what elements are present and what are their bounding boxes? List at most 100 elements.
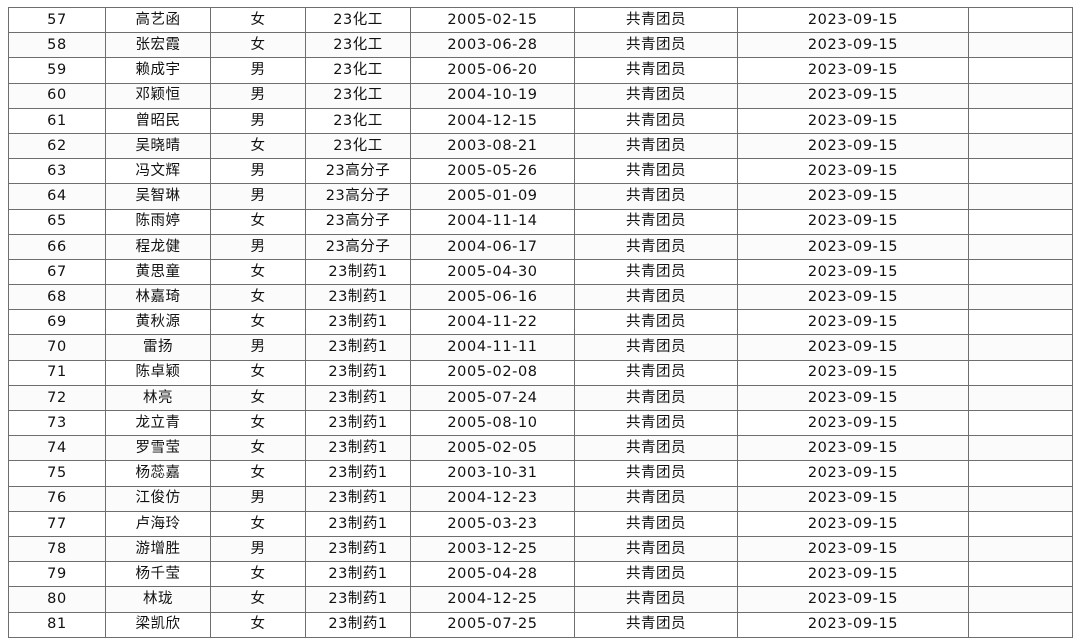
- cell-sequence-number[interactable]: 64: [8, 183, 106, 210]
- cell-birth-date[interactable]: 2004-11-14: [410, 208, 575, 235]
- cell-student-name[interactable]: 高艺函: [105, 6, 211, 34]
- cell-remarks[interactable]: [968, 233, 1073, 260]
- cell-sequence-number[interactable]: 72: [8, 384, 106, 412]
- cell-remarks[interactable]: [968, 57, 1073, 84]
- cell-sequence-number[interactable]: 69: [8, 309, 106, 336]
- table-row[interactable]: 69 黄秋源女 23制药1 2004-11-22 共青团员 2023-09-15: [8, 309, 1073, 336]
- cell-birth-date[interactable]: 2005-02-15: [410, 6, 575, 34]
- cell-gender[interactable]: 女: [210, 510, 306, 537]
- table-row[interactable]: 68 林嘉琦女 23制药1 2005-06-16 共青团员 2023-09-15: [8, 284, 1073, 311]
- table-row[interactable]: 72 林亮女 23制药1 2005-07-24 共青团员 2023-09-15: [8, 384, 1073, 412]
- cell-political-status[interactable]: 共青团员: [574, 57, 738, 84]
- cell-political-status[interactable]: 共青团员: [574, 384, 738, 412]
- cell-gender[interactable]: 男: [210, 158, 306, 185]
- cell-student-name[interactable]: 杨千莹: [105, 561, 211, 588]
- table-row[interactable]: 63 冯文辉男 23高分子 2005-05-26 共青团员 2023-09-15: [8, 158, 1073, 185]
- cell-birth-date[interactable]: 2004-12-15: [410, 107, 575, 134]
- cell-join-date[interactable]: 2023-09-15: [737, 309, 969, 336]
- cell-remarks[interactable]: [968, 485, 1073, 512]
- cell-class[interactable]: 23制药1: [305, 384, 411, 412]
- cell-birth-date[interactable]: 2003-12-25: [410, 535, 575, 563]
- cell-sequence-number[interactable]: 58: [8, 32, 106, 59]
- cell-remarks[interactable]: [968, 409, 1073, 437]
- cell-political-status[interactable]: 共青团员: [574, 233, 738, 260]
- cell-political-status[interactable]: 共青团员: [574, 485, 738, 512]
- cell-birth-date[interactable]: 2003-08-21: [410, 132, 575, 160]
- cell-political-status[interactable]: 共青团员: [574, 586, 738, 613]
- cell-gender[interactable]: 女: [210, 284, 306, 311]
- cell-remarks[interactable]: [968, 334, 1073, 361]
- cell-birth-date[interactable]: 2004-12-25: [410, 586, 575, 613]
- cell-class[interactable]: 23化工: [305, 107, 411, 134]
- cell-gender[interactable]: 女: [210, 309, 306, 336]
- cell-join-date[interactable]: 2023-09-15: [737, 359, 969, 386]
- cell-birth-date[interactable]: 2005-08-10: [410, 409, 575, 437]
- cell-join-date[interactable]: 2023-09-15: [737, 208, 969, 235]
- cell-gender[interactable]: 女: [210, 208, 306, 235]
- cell-gender[interactable]: 男: [210, 334, 306, 361]
- table-row[interactable]: 65 陈雨婷女 23高分子 2004-11-14 共青团员 2023-09-15: [8, 208, 1073, 235]
- cell-political-status[interactable]: 共青团员: [574, 132, 738, 160]
- cell-remarks[interactable]: [968, 586, 1073, 613]
- cell-join-date[interactable]: 2023-09-15: [737, 561, 969, 588]
- cell-remarks[interactable]: [968, 510, 1073, 537]
- cell-sequence-number[interactable]: 71: [8, 359, 106, 386]
- cell-class[interactable]: 23制药1: [305, 284, 411, 311]
- cell-gender[interactable]: 男: [210, 57, 306, 84]
- cell-class[interactable]: 23制药1: [305, 561, 411, 588]
- table-row[interactable]: 80 林珑女 23制药1 2004-12-25 共青团员 2023-09-15: [8, 586, 1073, 613]
- cell-class[interactable]: 23制药1: [305, 586, 411, 613]
- cell-class[interactable]: 23高分子: [305, 233, 411, 260]
- cell-join-date[interactable]: 2023-09-15: [737, 158, 969, 185]
- cell-political-status[interactable]: 共青团员: [574, 359, 738, 386]
- cell-birth-date[interactable]: 2005-06-16: [410, 284, 575, 311]
- cell-sequence-number[interactable]: 63: [8, 158, 106, 185]
- cell-join-date[interactable]: 2023-09-15: [737, 32, 969, 59]
- cell-birth-date[interactable]: 2005-04-30: [410, 258, 575, 286]
- cell-student-name[interactable]: 程龙健: [105, 233, 211, 260]
- table-row[interactable]: 64 吴智琳男 23高分子 2005-01-09 共青团员 2023-09-15: [8, 183, 1073, 210]
- table-row[interactable]: 76 江俊仿男 23制药1 2004-12-23 共青团员 2023-09-15: [8, 485, 1073, 512]
- cell-remarks[interactable]: [968, 82, 1073, 109]
- cell-political-status[interactable]: 共青团员: [574, 208, 738, 235]
- cell-class[interactable]: 23制药1: [305, 510, 411, 537]
- cell-gender[interactable]: 男: [210, 107, 306, 134]
- cell-birth-date[interactable]: 2004-11-22: [410, 309, 575, 336]
- cell-class[interactable]: 23制药1: [305, 460, 411, 487]
- cell-remarks[interactable]: [968, 359, 1073, 386]
- cell-gender[interactable]: 女: [210, 586, 306, 613]
- cell-remarks[interactable]: [968, 6, 1073, 34]
- table-row[interactable]: 67 黄思童女 23制药1 2005-04-30 共青团员 2023-09-15: [8, 258, 1073, 286]
- cell-gender[interactable]: 女: [210, 409, 306, 437]
- cell-class[interactable]: 23高分子: [305, 158, 411, 185]
- cell-student-name[interactable]: 邓颖恒: [105, 82, 211, 109]
- cell-remarks[interactable]: [968, 561, 1073, 588]
- cell-class[interactable]: 23高分子: [305, 208, 411, 235]
- cell-remarks[interactable]: [968, 284, 1073, 311]
- cell-class[interactable]: 23制药1: [305, 258, 411, 286]
- cell-remarks[interactable]: [968, 435, 1073, 462]
- table-row[interactable]: 79 杨千莹女 23制药1 2005-04-28 共青团员 2023-09-15: [8, 561, 1073, 588]
- cell-student-name[interactable]: 吴晓晴: [105, 132, 211, 160]
- cell-join-date[interactable]: 2023-09-15: [737, 510, 969, 537]
- cell-join-date[interactable]: 2023-09-15: [737, 535, 969, 563]
- cell-student-name[interactable]: 江俊仿: [105, 485, 211, 512]
- cell-gender[interactable]: 女: [210, 435, 306, 462]
- cell-student-name[interactable]: 张宏霞: [105, 32, 211, 59]
- cell-join-date[interactable]: 2023-09-15: [737, 460, 969, 487]
- table-row[interactable]: 73 龙立青女 23制药1 2005-08-10 共青团员 2023-09-15: [8, 409, 1073, 437]
- cell-sequence-number[interactable]: 74: [8, 435, 106, 462]
- table-row[interactable]: 70 雷扬男 23制药1 2004-11-11 共青团员 2023-09-15: [8, 334, 1073, 361]
- cell-sequence-number[interactable]: 57: [8, 6, 106, 34]
- cell-student-name[interactable]: 游增胜: [105, 535, 211, 563]
- cell-class[interactable]: 23制药1: [305, 535, 411, 563]
- cell-sequence-number[interactable]: 77: [8, 510, 106, 537]
- cell-birth-date[interactable]: 2005-06-20: [410, 57, 575, 84]
- cell-student-name[interactable]: 曾昭民: [105, 107, 211, 134]
- cell-join-date[interactable]: 2023-09-15: [737, 409, 969, 437]
- cell-join-date[interactable]: 2023-09-15: [737, 384, 969, 412]
- cell-student-name[interactable]: 黄秋源: [105, 309, 211, 336]
- cell-sequence-number[interactable]: 60: [8, 82, 106, 109]
- cell-gender[interactable]: 女: [210, 258, 306, 286]
- cell-sequence-number[interactable]: 62: [8, 132, 106, 160]
